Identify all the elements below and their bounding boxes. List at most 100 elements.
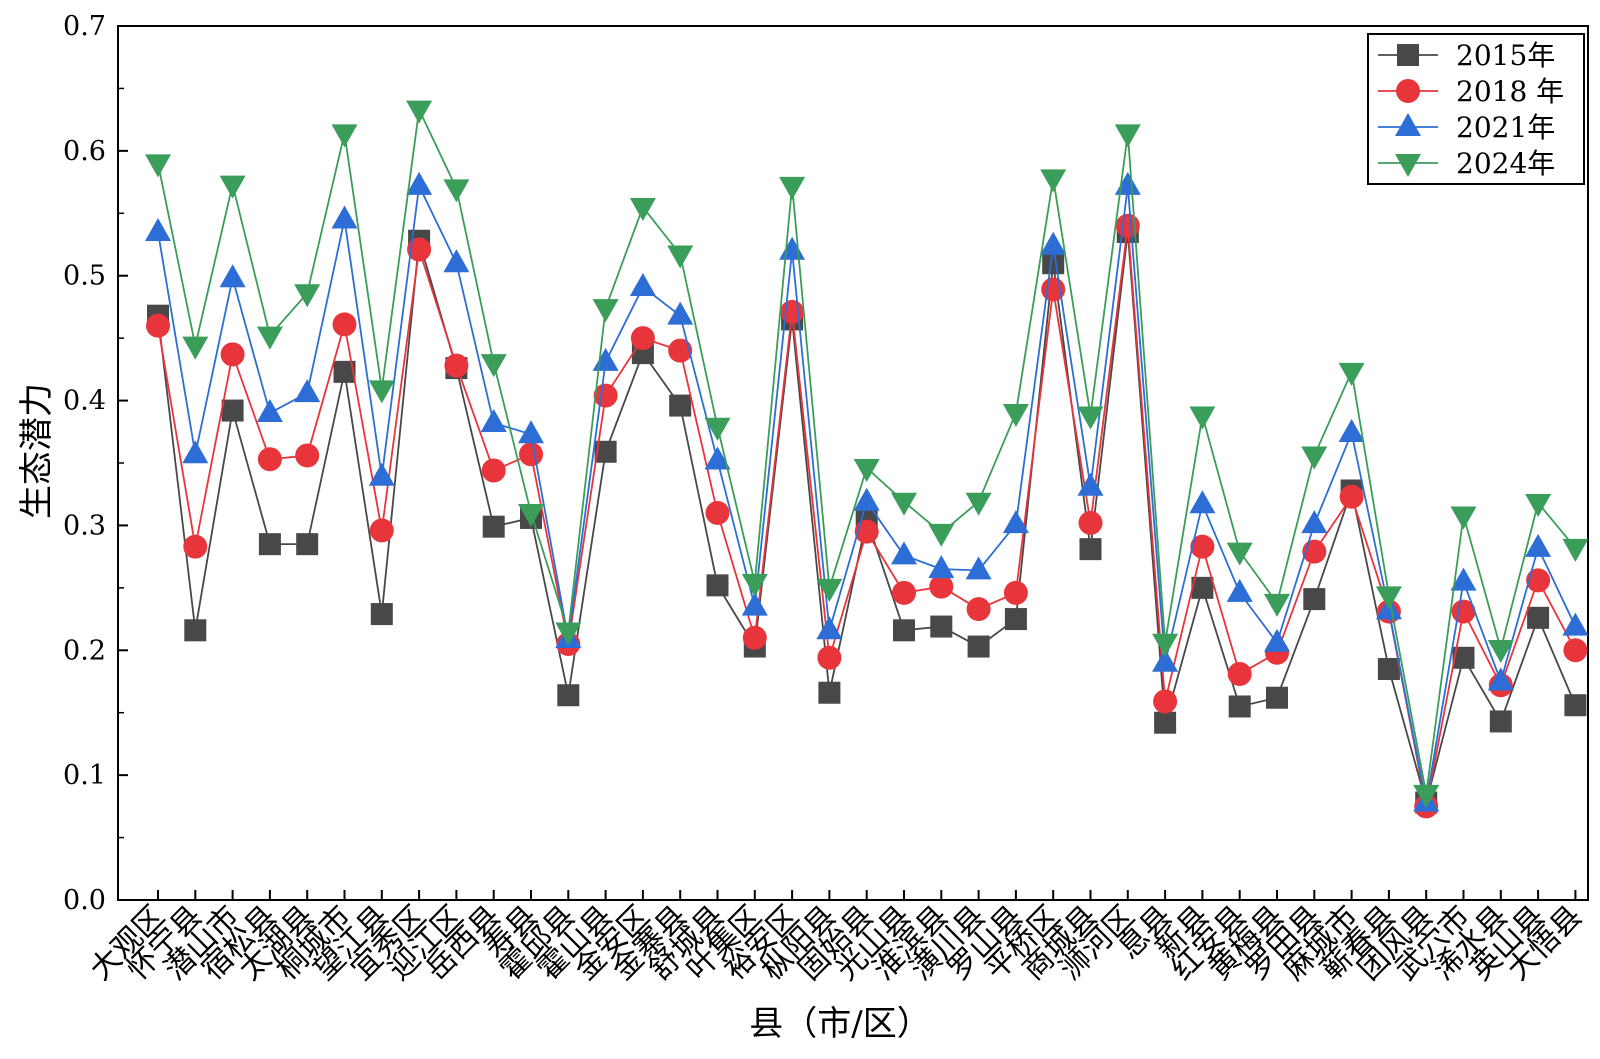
data-point xyxy=(741,573,768,597)
data-point xyxy=(1115,213,1140,238)
data-point xyxy=(1338,362,1365,386)
data-point xyxy=(257,447,282,472)
legend-label: 2015年 xyxy=(1456,39,1555,72)
data-point xyxy=(482,515,505,538)
data-point xyxy=(1338,419,1365,443)
series-4 xyxy=(145,100,1589,808)
data-point xyxy=(368,380,395,404)
data-point xyxy=(1301,510,1328,534)
data-point xyxy=(1077,406,1104,430)
data-point xyxy=(258,533,281,556)
legend-label: 2021年 xyxy=(1456,111,1555,144)
data-point xyxy=(183,534,208,559)
data-point xyxy=(1450,506,1477,530)
data-point xyxy=(779,236,806,260)
x-axis-label: 县（市/区） xyxy=(749,1004,930,1044)
data-point xyxy=(1040,169,1067,193)
data-point xyxy=(930,615,953,638)
legend-item: 2018 年 xyxy=(1378,75,1564,108)
data-point xyxy=(555,622,582,646)
data-point xyxy=(1152,648,1179,672)
data-point xyxy=(892,580,916,605)
data-point xyxy=(592,347,619,371)
data-point xyxy=(184,619,207,642)
data-point xyxy=(1525,533,1552,557)
y-tick-label: 0.3 xyxy=(63,510,106,541)
data-point xyxy=(1450,567,1477,591)
data-point xyxy=(145,218,171,242)
data-point xyxy=(1487,667,1514,691)
data-point xyxy=(1154,711,1177,734)
data-point xyxy=(1227,662,1252,687)
data-point xyxy=(1078,510,1103,535)
legend-label: 2018 年 xyxy=(1456,75,1564,108)
data-point xyxy=(893,619,915,642)
legend-marker xyxy=(1396,79,1420,103)
data-point xyxy=(331,205,358,229)
data-point xyxy=(891,541,917,565)
data-point xyxy=(705,500,730,525)
data-point xyxy=(480,354,507,378)
data-point xyxy=(1375,586,1402,610)
data-point xyxy=(667,245,694,269)
data-point xyxy=(1114,171,1141,195)
series-line xyxy=(157,106,1577,795)
data-point xyxy=(1226,578,1253,602)
data-point xyxy=(219,264,246,288)
data-point xyxy=(629,198,656,222)
legend-marker xyxy=(1395,113,1421,136)
data-point xyxy=(965,492,992,516)
data-point xyxy=(816,578,843,602)
data-point xyxy=(1562,612,1589,636)
legend-item: 2015年 xyxy=(1378,39,1555,72)
data-point xyxy=(928,555,955,579)
data-point xyxy=(480,409,507,433)
data-point xyxy=(668,338,693,363)
data-point xyxy=(853,487,880,511)
data-point xyxy=(443,179,470,203)
category-labels: 大观区怀宁县潜山市宿松县太湖县桐城市望江县宜秀区迎江区岳西县寿县霍邱县霍山县金安… xyxy=(83,899,1589,987)
data-point xyxy=(1413,784,1440,808)
data-point xyxy=(481,458,506,483)
data-point xyxy=(706,574,729,597)
legend-item: 2021年 xyxy=(1378,111,1555,144)
y-tick-label: 0.2 xyxy=(63,635,106,666)
data-point xyxy=(221,399,244,422)
data-point xyxy=(965,556,992,580)
data-point xyxy=(369,518,394,543)
data-point xyxy=(1077,472,1104,496)
data-point xyxy=(331,124,358,148)
y-tick-label: 0.4 xyxy=(63,386,106,417)
data-point xyxy=(929,574,954,599)
data-point xyxy=(406,171,433,195)
data-point xyxy=(1190,534,1215,559)
y-axis-label: 生态潜力 xyxy=(17,383,57,519)
data-point xyxy=(220,342,245,367)
data-point xyxy=(557,684,580,707)
data-point xyxy=(256,399,283,423)
data-point xyxy=(296,533,319,556)
data-point xyxy=(1004,608,1027,631)
data-point xyxy=(669,394,692,417)
data-point xyxy=(967,635,990,658)
data-point xyxy=(780,299,805,324)
data-point xyxy=(667,301,694,325)
legend-marker xyxy=(1397,44,1419,66)
legend-label: 2024年 xyxy=(1456,147,1555,180)
data-point xyxy=(1377,658,1400,681)
series-3 xyxy=(145,171,1589,812)
legend-item: 2024年 xyxy=(1378,147,1555,180)
data-point xyxy=(182,336,209,360)
y-tick-label: 0.1 xyxy=(63,760,106,791)
data-point xyxy=(1153,689,1178,714)
data-point xyxy=(332,312,357,337)
y-tick-label: 0.5 xyxy=(63,261,106,292)
data-point xyxy=(1189,490,1216,514)
data-point xyxy=(1527,606,1550,629)
legend-marker xyxy=(1395,154,1421,177)
data-point xyxy=(1563,638,1588,663)
data-point xyxy=(182,440,209,464)
data-point xyxy=(333,360,356,383)
